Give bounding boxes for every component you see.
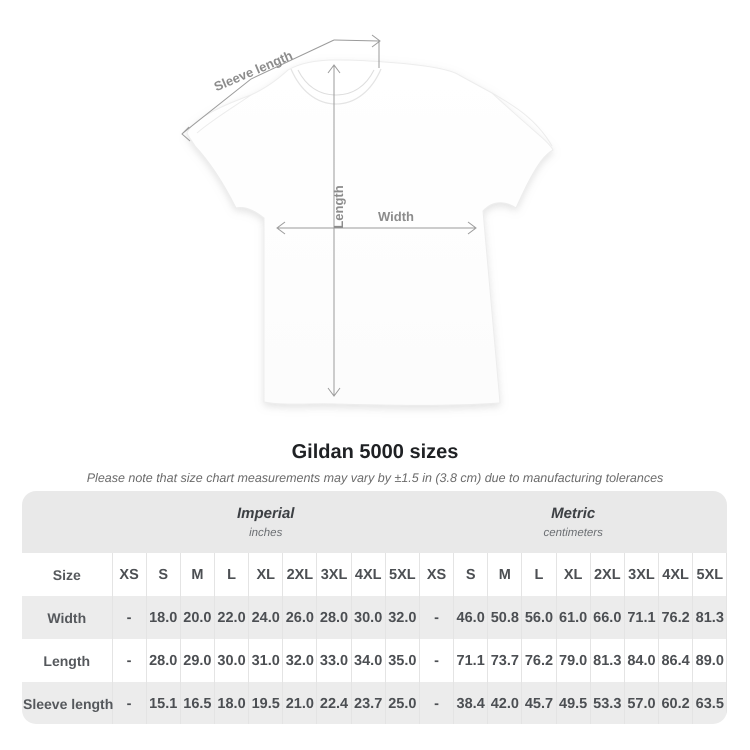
svg-text:Width: Width: [378, 209, 414, 224]
svg-text:Length: Length: [331, 185, 346, 228]
